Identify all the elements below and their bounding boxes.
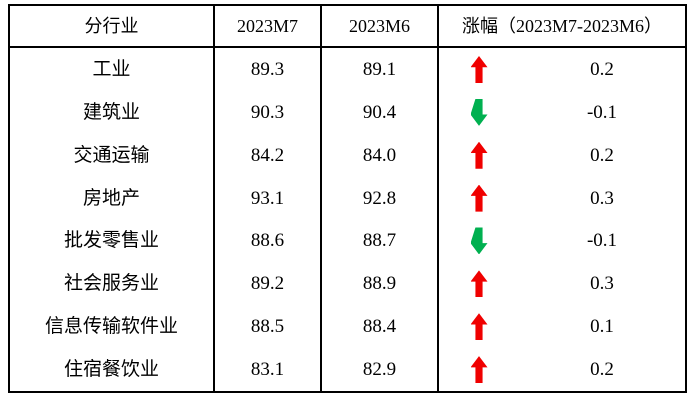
industry-name: 房地产 [10,176,215,220]
value-2023m6: 88.7 [322,219,439,263]
trend-up-icon [470,141,488,169]
trend-arrow-box [439,48,519,91]
change-value: -0.1 [586,230,618,252]
change-value: 0.2 [590,144,614,166]
trend-up-icon [470,270,488,298]
value-2023m6: 90.4 [322,90,439,134]
table-row: 工业 89.3 89.1 0.2 [10,48,685,91]
change-cell: 0.2 [439,48,685,91]
change-cell: -0.1 [439,220,685,263]
industry-name: 住宿餐饮业 [10,348,215,391]
change-value: -0.1 [586,101,618,123]
trend-arrow-box [439,134,519,177]
trend-arrow-box [439,220,519,263]
trend-up-icon [470,356,488,384]
value-2023m7: 89.3 [215,48,322,91]
trend-arrow-box [439,262,519,305]
value-2023m6: 92.8 [322,176,439,220]
header-2023m6: 2023M6 [322,6,439,46]
change-value: 0.3 [590,273,614,295]
value-2023m6: 82.9 [322,348,439,391]
table-row: 房地产 93.1 92.8 0.3 [10,176,685,220]
table-row: 信息传输软件业 88.5 88.4 0.1 [10,305,685,349]
industry-name: 批发零售业 [10,219,215,263]
change-cell: 0.3 [439,177,685,220]
value-2023m7: 84.2 [215,133,322,177]
value-2023m7: 83.1 [215,348,322,391]
change-value: 0.2 [590,58,614,80]
table-header-row: 分行业 2023M7 2023M6 涨幅（2023M7-2023M6） [10,6,685,48]
table-row: 交通运输 84.2 84.0 0.2 [10,133,685,177]
change-cell: 0.3 [439,262,685,305]
change-value: 0.2 [590,359,614,381]
trend-arrow-box [439,305,519,348]
trend-up-icon [470,55,488,83]
trend-arrow-box [439,177,519,220]
header-industry: 分行业 [10,6,215,46]
trend-down-icon [470,98,488,126]
value-2023m7: 88.6 [215,219,322,263]
industry-name: 信息传输软件业 [10,305,215,349]
change-value: 0.3 [590,187,614,209]
trend-down-icon [470,227,488,255]
trend-arrow-box [439,91,519,134]
trend-arrow-box [439,348,519,391]
table-row: 社会服务业 89.2 88.9 0.3 [10,262,685,306]
value-2023m6: 88.9 [322,262,439,306]
value-2023m7: 89.2 [215,262,322,306]
trend-up-icon [470,184,488,212]
value-2023m7: 88.5 [215,305,322,349]
change-cell: -0.1 [439,91,685,134]
header-2023m7: 2023M7 [215,6,322,46]
value-2023m7: 93.1 [215,176,322,220]
table-row: 批发零售业 88.6 88.7 -0.1 [10,219,685,263]
industry-index-table: 分行业 2023M7 2023M6 涨幅（2023M7-2023M6） 工业 8… [8,4,687,393]
industry-name: 交通运输 [10,133,215,177]
change-value: 0.1 [590,316,614,338]
trend-up-icon [470,313,488,341]
table-row: 建筑业 90.3 90.4 -0.1 [10,90,685,134]
header-change: 涨幅（2023M7-2023M6） [461,16,662,36]
value-2023m6: 88.4 [322,305,439,349]
industry-name: 工业 [10,48,215,91]
value-2023m7: 90.3 [215,90,322,134]
change-cell: 0.2 [439,348,685,391]
industry-name: 社会服务业 [10,262,215,306]
table-row: 住宿餐饮业 83.1 82.9 0.2 [10,348,685,391]
industry-name: 建筑业 [10,90,215,134]
value-2023m6: 89.1 [322,48,439,91]
change-cell: 0.2 [439,134,685,177]
change-cell: 0.1 [439,305,685,348]
value-2023m6: 84.0 [322,133,439,177]
